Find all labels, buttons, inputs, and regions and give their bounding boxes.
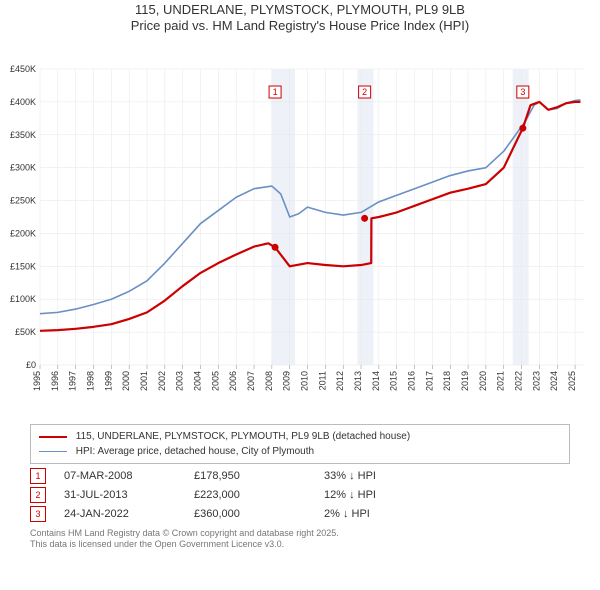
sales-row-1: 1 07-MAR-2008 £178,950 33% ↓ HPI	[30, 468, 570, 484]
svg-text:2003: 2003	[175, 371, 185, 391]
svg-text:2001: 2001	[139, 371, 149, 391]
svg-text:1: 1	[273, 87, 278, 97]
svg-text:2021: 2021	[496, 371, 506, 391]
svg-text:£100K: £100K	[10, 294, 36, 304]
svg-text:£200K: £200K	[10, 229, 36, 239]
footer-line1: Contains HM Land Registry data © Crown c…	[30, 528, 570, 539]
legend-swatch-property	[39, 436, 67, 438]
svg-text:2018: 2018	[442, 371, 452, 391]
svg-text:1997: 1997	[68, 371, 78, 391]
svg-text:2: 2	[362, 87, 367, 97]
sale-date-2: 31-JUL-2013	[64, 489, 194, 501]
sale-diff-3: 2% ↓ HPI	[324, 508, 444, 520]
title-line2: Price paid vs. HM Land Registry's House …	[0, 18, 600, 34]
sale-date-3: 24-JAN-2022	[64, 508, 194, 520]
footer-line2: This data is licensed under the Open Gov…	[30, 539, 570, 550]
svg-text:2008: 2008	[264, 371, 274, 391]
chart-title-block: 115, UNDERLANE, PLYMSTOCK, PLYMOUTH, PL9…	[0, 0, 600, 33]
legend-label-hpi: HPI: Average price, detached house, City…	[76, 446, 314, 457]
svg-text:1995: 1995	[32, 371, 42, 391]
sale-price-2: £223,000	[194, 489, 324, 501]
sales-table: 1 07-MAR-2008 £178,950 33% ↓ HPI 2 31-JU…	[30, 468, 570, 522]
svg-text:£50K: £50K	[15, 327, 36, 337]
svg-text:£350K: £350K	[10, 130, 36, 140]
svg-text:2007: 2007	[246, 371, 256, 391]
sales-row-2: 2 31-JUL-2013 £223,000 12% ↓ HPI	[30, 487, 570, 503]
svg-text:2025: 2025	[567, 371, 577, 391]
svg-text:2023: 2023	[531, 371, 541, 391]
legend-swatch-hpi	[39, 451, 67, 452]
svg-text:2016: 2016	[407, 371, 417, 391]
svg-text:2010: 2010	[300, 371, 310, 391]
sale-marker-1: 1	[30, 468, 46, 484]
svg-text:2002: 2002	[157, 371, 167, 391]
svg-text:2020: 2020	[478, 371, 488, 391]
svg-text:3: 3	[520, 87, 525, 97]
svg-text:2006: 2006	[228, 371, 238, 391]
svg-text:£400K: £400K	[10, 97, 36, 107]
svg-text:2024: 2024	[549, 371, 559, 391]
price-chart: £0 £50K £100K £150K £200K £250K £300K £350K £400…	[0, 33, 600, 413]
sale-marker-3: 3	[30, 506, 46, 522]
legend: 115, UNDERLANE, PLYMSTOCK, PLYMOUTH, PL9…	[30, 424, 570, 464]
sales-row-3: 3 24-JAN-2022 £360,000 2% ↓ HPI	[30, 506, 570, 522]
sale-diff-2: 12% ↓ HPI	[324, 489, 444, 501]
svg-text:2000: 2000	[121, 371, 131, 391]
svg-text:£250K: £250K	[10, 196, 36, 206]
sale-price-3: £360,000	[194, 508, 324, 520]
svg-text:2011: 2011	[317, 371, 327, 390]
svg-text:£300K: £300K	[10, 163, 36, 173]
legend-item-hpi: HPI: Average price, detached house, City…	[39, 444, 561, 459]
sale-marker-2: 2	[30, 487, 46, 503]
svg-text:£0: £0	[26, 360, 36, 370]
title-line1: 115, UNDERLANE, PLYMSTOCK, PLYMOUTH, PL9…	[0, 2, 600, 18]
svg-text:£450K: £450K	[10, 64, 36, 74]
svg-text:2004: 2004	[193, 371, 203, 391]
sale-price-1: £178,950	[194, 470, 324, 482]
footer-attribution: Contains HM Land Registry data © Crown c…	[30, 528, 570, 551]
svg-text:1998: 1998	[86, 371, 96, 391]
svg-text:2012: 2012	[335, 371, 345, 391]
svg-text:2022: 2022	[514, 371, 524, 391]
svg-text:2019: 2019	[460, 371, 470, 391]
svg-text:2013: 2013	[353, 371, 363, 391]
svg-text:2015: 2015	[389, 371, 399, 391]
svg-text:2005: 2005	[210, 371, 220, 391]
legend-item-property: 115, UNDERLANE, PLYMSTOCK, PLYMOUTH, PL9…	[39, 429, 561, 444]
svg-text:2009: 2009	[282, 371, 292, 391]
sale-diff-1: 33% ↓ HPI	[324, 470, 444, 482]
legend-label-property: 115, UNDERLANE, PLYMSTOCK, PLYMOUTH, PL9…	[76, 431, 410, 442]
svg-text:2017: 2017	[424, 371, 434, 391]
svg-text:2014: 2014	[371, 371, 381, 391]
svg-text:1999: 1999	[103, 371, 113, 391]
sale-date-1: 07-MAR-2008	[64, 470, 194, 482]
svg-text:£150K: £150K	[10, 262, 36, 272]
svg-text:1996: 1996	[50, 371, 60, 391]
